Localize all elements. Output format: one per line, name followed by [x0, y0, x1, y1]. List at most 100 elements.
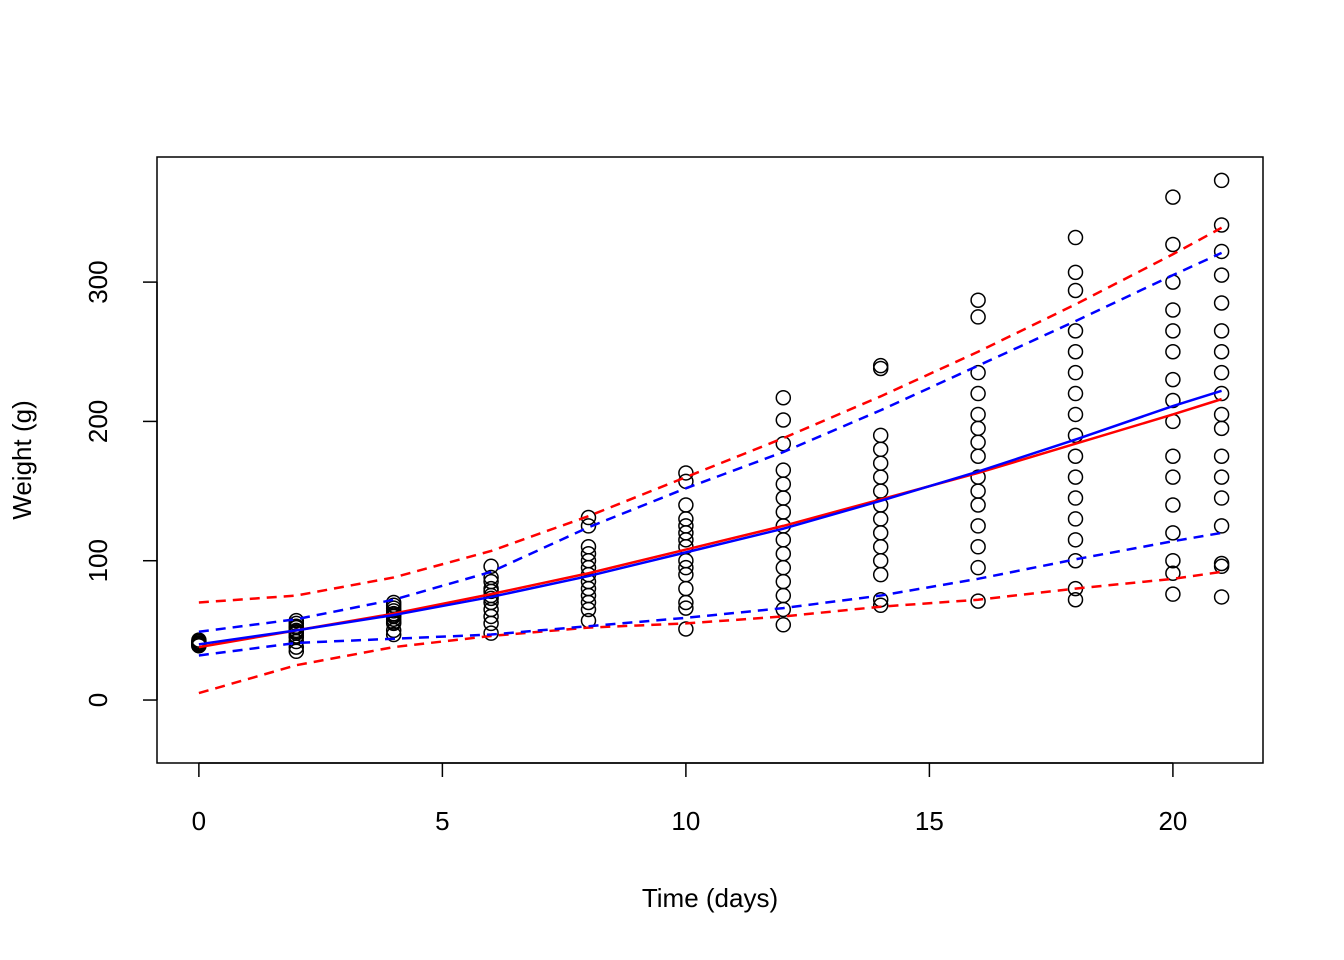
data-point	[385, 626, 402, 643]
data-point	[872, 483, 889, 499]
data-point	[1165, 236, 1181, 253]
data-point	[970, 518, 986, 534]
interval-line	[198, 251, 1223, 634]
data-point	[775, 412, 792, 428]
data-point	[970, 559, 986, 576]
data-point	[970, 364, 986, 381]
data-point	[872, 511, 889, 527]
data-point	[775, 546, 792, 562]
data-point	[970, 309, 986, 325]
data-point	[1165, 448, 1181, 464]
data-point	[775, 389, 792, 406]
data-point	[1067, 406, 1084, 423]
data-point	[970, 434, 986, 451]
data-point	[970, 497, 986, 513]
data-point	[1213, 555, 1230, 572]
x-tick-label: 0	[192, 806, 206, 836]
data-point	[970, 420, 986, 437]
data-point	[970, 539, 986, 555]
data-point	[1067, 532, 1084, 548]
data-point	[678, 621, 694, 637]
data-point	[1165, 586, 1181, 602]
data-point	[872, 566, 889, 583]
data-point	[1067, 385, 1084, 402]
data-point	[775, 559, 792, 576]
data-point	[1067, 448, 1084, 464]
x-axis-label: Time (days)	[642, 883, 778, 913]
data-point	[970, 292, 986, 308]
data-point	[1213, 589, 1230, 605]
data-point	[775, 490, 792, 506]
x-tick-label: 10	[671, 806, 700, 836]
interval-line	[198, 531, 1222, 657]
data-point	[1213, 420, 1230, 437]
y-tick-label: 200	[83, 400, 113, 443]
data-point	[1213, 217, 1230, 233]
data-point	[1213, 364, 1230, 381]
data-point	[872, 469, 889, 485]
data-point	[678, 559, 694, 576]
y-tick-label: 0	[83, 693, 113, 707]
data-point	[1213, 406, 1230, 423]
x-tick-label: 5	[435, 806, 449, 836]
data-point	[580, 518, 597, 534]
data-point	[1213, 295, 1230, 311]
data-point	[775, 532, 792, 548]
data-point	[483, 573, 499, 590]
data-point	[1213, 243, 1230, 260]
data-point	[483, 558, 499, 575]
data-point	[775, 587, 792, 604]
x-tick-label: 15	[915, 806, 944, 836]
data-point	[1213, 469, 1230, 485]
data-point	[1165, 525, 1181, 541]
data-point	[483, 625, 499, 641]
data-point	[1067, 490, 1084, 506]
data-point	[580, 539, 597, 555]
data-point	[1067, 364, 1084, 381]
x-tick-label: 20	[1158, 806, 1187, 836]
data-point	[288, 618, 305, 634]
plot-frame	[156, 156, 1264, 764]
data-point	[1067, 469, 1084, 485]
data-point	[1213, 448, 1230, 464]
data-point	[1213, 518, 1230, 534]
data-point	[775, 462, 792, 478]
data-point	[970, 385, 986, 402]
data-point	[872, 455, 889, 471]
data-point	[385, 594, 402, 611]
data-point	[1213, 490, 1230, 506]
data-point	[1165, 189, 1181, 205]
data-point	[678, 465, 694, 481]
data-point	[1213, 267, 1230, 283]
data-point	[970, 448, 986, 464]
data-point	[1067, 591, 1084, 608]
y-tick-label: 100	[83, 539, 113, 582]
data-point	[1165, 323, 1181, 339]
data-point	[775, 504, 792, 520]
data-point	[1067, 511, 1084, 527]
data-point	[1067, 264, 1084, 281]
data-point	[1165, 469, 1181, 485]
y-tick-label: 300	[83, 260, 113, 303]
data-point	[970, 406, 986, 423]
data-point	[678, 600, 694, 616]
data-point	[1165, 302, 1181, 318]
data-point	[1165, 344, 1181, 360]
data-point	[678, 580, 694, 597]
data-point	[775, 573, 792, 590]
data-point	[872, 597, 889, 614]
data-point	[1213, 172, 1230, 189]
data-point	[1067, 229, 1084, 246]
data-point	[1213, 344, 1230, 360]
data-point	[1165, 552, 1181, 569]
data-point	[288, 628, 305, 644]
data-point	[1213, 323, 1230, 339]
data-point	[970, 469, 986, 485]
data-point	[1067, 282, 1084, 299]
interval-line	[198, 570, 1222, 695]
data-point	[1067, 552, 1084, 569]
data-point	[1165, 565, 1181, 582]
y-axis-label: Weight (g)	[7, 400, 37, 519]
data-point	[1165, 371, 1181, 388]
